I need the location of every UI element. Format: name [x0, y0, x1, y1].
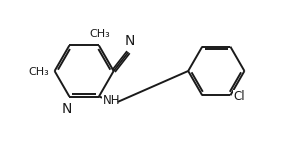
- Text: CH₃: CH₃: [29, 67, 50, 77]
- Text: N: N: [124, 34, 135, 48]
- Text: CH₃: CH₃: [89, 29, 110, 39]
- Text: Cl: Cl: [233, 90, 245, 103]
- Text: NH: NH: [103, 94, 120, 107]
- Text: N: N: [62, 102, 72, 116]
